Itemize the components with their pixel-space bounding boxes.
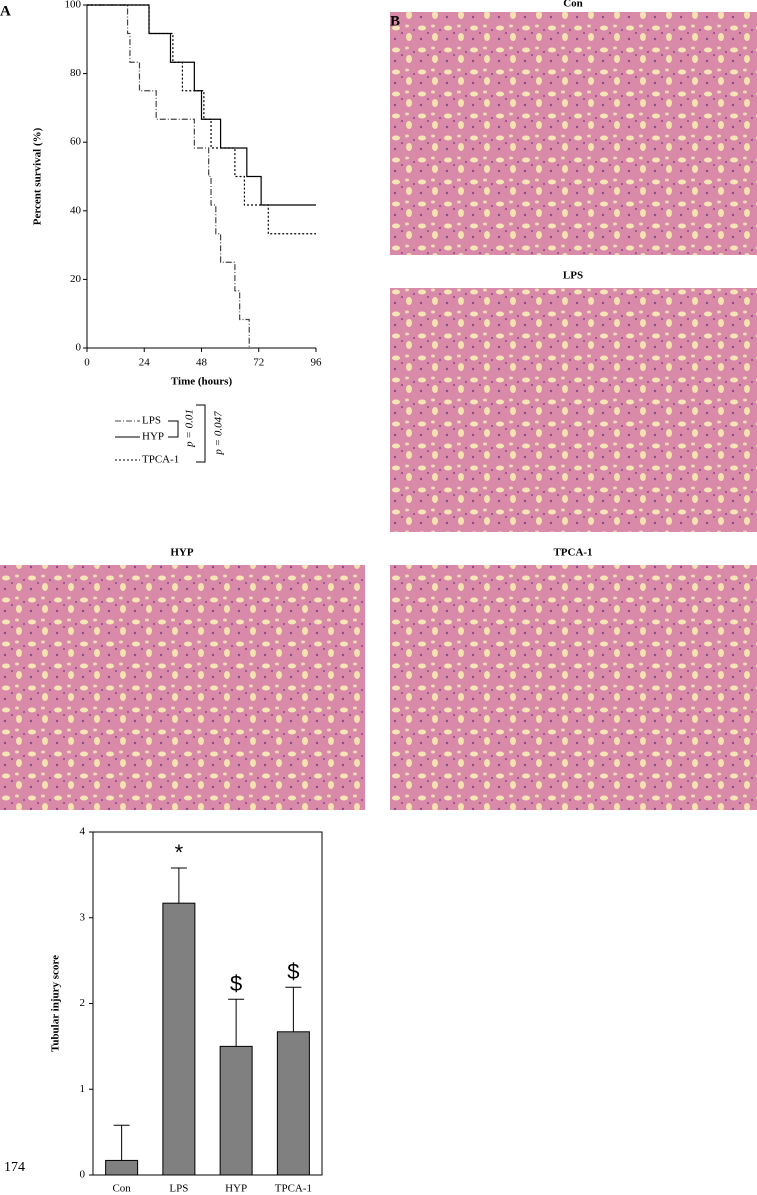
error-bar (228, 998, 245, 1047)
bracket (196, 404, 206, 463)
y-tick-label: 80 (70, 67, 82, 79)
x-tick-label: HYP (225, 1183, 247, 1195)
bar (162, 902, 196, 1176)
bar (219, 1045, 253, 1176)
x-tick-label: 48 (196, 357, 208, 369)
significance-marker: $ (287, 959, 299, 984)
image-label: TPCA-1 (553, 547, 592, 559)
y-tick-label: 20 (70, 273, 82, 285)
x-tick-label: 24 (139, 357, 151, 369)
legend-label: TPCA-1 (142, 454, 179, 466)
legend-label: HYP (142, 431, 164, 443)
y-tick-label: 4 (80, 826, 86, 838)
bar (105, 1159, 139, 1176)
bar (276, 1031, 310, 1176)
significance-marker: * (175, 840, 184, 865)
p-value: p = 0.047 (213, 411, 225, 456)
image-lps (390, 288, 757, 532)
image-tpca (390, 565, 757, 810)
y-tick-label: 0 (80, 1169, 86, 1181)
image-label: Con (563, 0, 583, 10)
y-tick-label: 60 (70, 136, 82, 148)
image-hyp (0, 565, 365, 810)
y-tick-label: 0 (76, 342, 82, 354)
x-tick-label: 0 (84, 357, 90, 369)
panel-label: A (0, 3, 11, 19)
y-tick-label: 40 (70, 204, 82, 216)
y-tick-label: 100 (65, 0, 82, 11)
error-bar (170, 867, 187, 904)
x-tick-label: LPS (169, 1183, 188, 1195)
y-axis-label: Percent survival (%) (32, 127, 44, 225)
error-bar (285, 986, 302, 1032)
histology-images: Con LPS HYP TPCA-1 B (0, 0, 757, 810)
survival-line (87, 4, 316, 235)
x-tick-label: TPCA-1 (275, 1183, 312, 1195)
y-tick-label: 2 (80, 997, 86, 1009)
y-tick-label: 3 (80, 911, 86, 923)
bracket (168, 420, 179, 438)
x-tick-label: 72 (253, 357, 264, 369)
panel-label: B (390, 13, 400, 29)
survival-line (87, 4, 316, 206)
p-value: p = 0.01 (184, 409, 196, 448)
page-number: 174 (4, 1160, 25, 1175)
x-tick-label: 96 (311, 357, 323, 369)
significance-marker: $ (230, 971, 242, 996)
y-tick-label: 1 (80, 1083, 86, 1095)
survival-line (87, 4, 250, 348)
x-tick-label: Con (112, 1183, 131, 1195)
image-label: HYP (170, 547, 194, 559)
image-con (390, 12, 757, 255)
y-axis-label: Tubular injury score (50, 955, 62, 1052)
x-axis-label: Time (hours) (171, 376, 233, 388)
legend-label: LPS (142, 415, 161, 427)
error-bar (113, 1124, 130, 1161)
image-label: LPS (563, 270, 583, 282)
